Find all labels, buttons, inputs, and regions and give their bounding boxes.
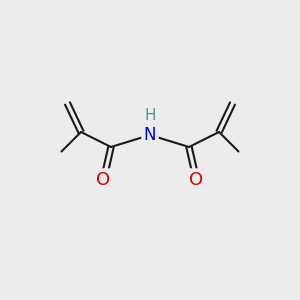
Text: H: H bbox=[144, 108, 156, 123]
Text: O: O bbox=[96, 171, 111, 189]
Text: N: N bbox=[144, 126, 156, 144]
Text: O: O bbox=[189, 171, 204, 189]
